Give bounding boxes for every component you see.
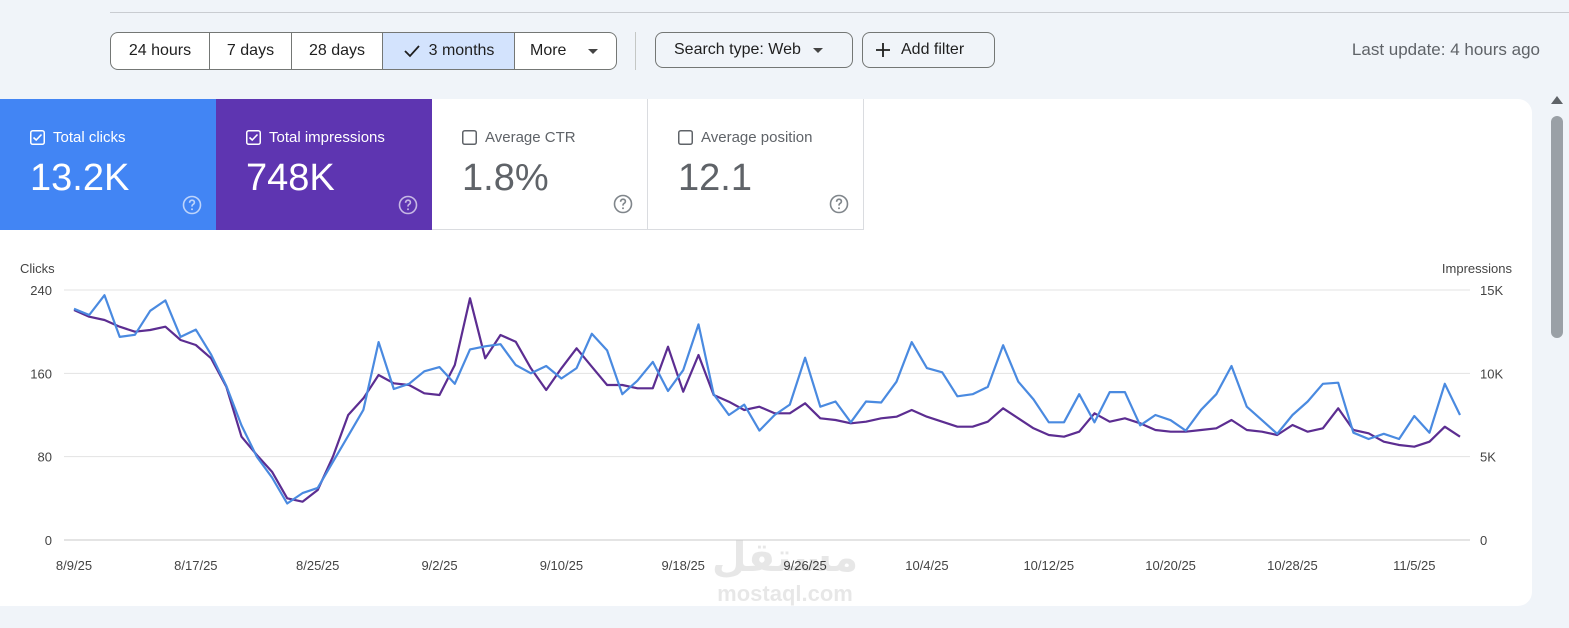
- right-axis-title: Impressions: [1442, 261, 1513, 276]
- left-tick-label: 160: [30, 366, 52, 381]
- performance-card: Total clicks 13.2K Total impressions 748…: [0, 99, 1532, 606]
- watermark-latin: mostaql.com: [717, 581, 853, 606]
- add-filter-label: Add filter: [901, 41, 965, 58]
- range-label: 7 days: [226, 42, 275, 59]
- check-icon: [403, 45, 420, 58]
- more-label: More: [530, 42, 567, 59]
- right-tick-label: 10K: [1480, 366, 1503, 381]
- left-tick-label: 0: [45, 533, 52, 548]
- x-axis-ticks: 8/9/25 8/17/25 8/25/25 9/2/25 9/10/25 9/18/25…: [56, 558, 1436, 573]
- range-label: 28 days: [308, 42, 366, 59]
- metric-average-position[interactable]: Average position 12.1: [648, 99, 864, 230]
- metric-value: 12.1: [678, 157, 752, 199]
- last-update-text: Last update: 4 hours ago: [1351, 40, 1540, 59]
- x-tick-label: 10/28/25: [1267, 558, 1318, 573]
- metric-value: 13.2K: [30, 157, 130, 199]
- range-7-days[interactable]: 7 days: [210, 33, 292, 69]
- x-tick-label: 9/2/25: [421, 558, 457, 573]
- x-tick-label: 9/10/25: [540, 558, 583, 573]
- range-24-hours[interactable]: 24 hours: [111, 33, 210, 69]
- chart-gridlines: [64, 289, 1470, 541]
- x-tick-label: 8/9/25: [56, 558, 92, 573]
- range-3-months[interactable]: 3 months: [383, 33, 515, 69]
- checkbox-checked-icon[interactable]: [246, 130, 261, 145]
- checkbox-checked-icon[interactable]: [30, 130, 45, 145]
- right-tick-label: 5K: [1480, 450, 1496, 465]
- metric-value: 1.8%: [462, 157, 549, 199]
- watermark: مستقل mostaql.com: [700, 535, 870, 607]
- metric-total-clicks[interactable]: Total clicks 13.2K: [0, 99, 216, 230]
- series-line-total-clicks: [73, 294, 1461, 505]
- help-circle-icon[interactable]: [398, 195, 418, 215]
- x-tick-label: 9/26/25: [783, 558, 826, 573]
- x-tick-label: 9/18/25: [662, 558, 705, 573]
- plus-icon: [876, 43, 890, 57]
- x-tick-label: 8/25/25: [296, 558, 339, 573]
- scrollbar-thumb[interactable]: [1551, 116, 1563, 338]
- add-filter-button[interactable]: Add filter: [862, 32, 995, 68]
- left-tick-label: 80: [38, 450, 52, 465]
- performance-chart: Clicks Impressions 240 160 80 0 15K 10K 5K 0 8…: [20, 261, 1513, 573]
- top-divider: [110, 12, 1569, 13]
- search-type-label: Search type: Web: [674, 41, 801, 58]
- x-tick-label: 10/12/25: [1023, 558, 1074, 573]
- x-tick-label: 10/20/25: [1145, 558, 1196, 573]
- help-circle-icon[interactable]: [613, 194, 633, 214]
- metric-label: Total clicks: [53, 129, 126, 146]
- dropdown-arrow-icon: [588, 49, 599, 54]
- chart-series: [73, 294, 1461, 505]
- metric-label: Total impressions: [269, 129, 385, 146]
- range-label: 24 hours: [128, 42, 192, 59]
- help-circle-icon[interactable]: [182, 195, 202, 215]
- toolbar-separator: [635, 32, 636, 70]
- metric-label: Average position: [701, 129, 813, 146]
- right-tick-label: 15K: [1480, 283, 1503, 298]
- range-label: 3 months: [428, 42, 495, 59]
- left-axis-title: Clicks: [20, 261, 55, 276]
- watermark-arabic: مستقل: [711, 535, 859, 581]
- right-axis-ticks: 15K 10K 5K 0: [1480, 283, 1503, 548]
- search-type-dropdown[interactable]: Search type: Web: [655, 32, 853, 68]
- checkbox-icon[interactable]: [462, 130, 477, 145]
- left-axis-ticks: 240 160 80 0: [30, 283, 52, 548]
- dropdown-arrow-icon: [812, 48, 823, 53]
- metric-value: 748K: [246, 157, 335, 199]
- help-circle-icon[interactable]: [829, 194, 849, 214]
- checkbox-icon[interactable]: [678, 130, 693, 145]
- metric-total-impressions[interactable]: Total impressions 748K: [216, 99, 432, 230]
- left-tick-label: 240: [30, 283, 52, 298]
- x-tick-label: 11/5/25: [1393, 558, 1435, 573]
- vertical-scrollbar[interactable]: [1548, 90, 1566, 628]
- right-tick-label: 0: [1480, 533, 1487, 548]
- scroll-up-arrow-icon[interactable]: [1551, 96, 1563, 104]
- range-28-days[interactable]: 28 days: [292, 33, 383, 69]
- metric-average-ctr[interactable]: Average CTR 1.8%: [432, 99, 648, 230]
- series-line-total-impressions: [73, 297, 1461, 503]
- x-tick-label: 8/17/25: [174, 558, 217, 573]
- x-tick-label: 10/4/25: [905, 558, 948, 573]
- date-range-selector: 24 hours 7 days 28 days 3 months More: [110, 32, 617, 70]
- more-dropdown[interactable]: More: [515, 33, 616, 69]
- metric-label: Average CTR: [485, 129, 576, 146]
